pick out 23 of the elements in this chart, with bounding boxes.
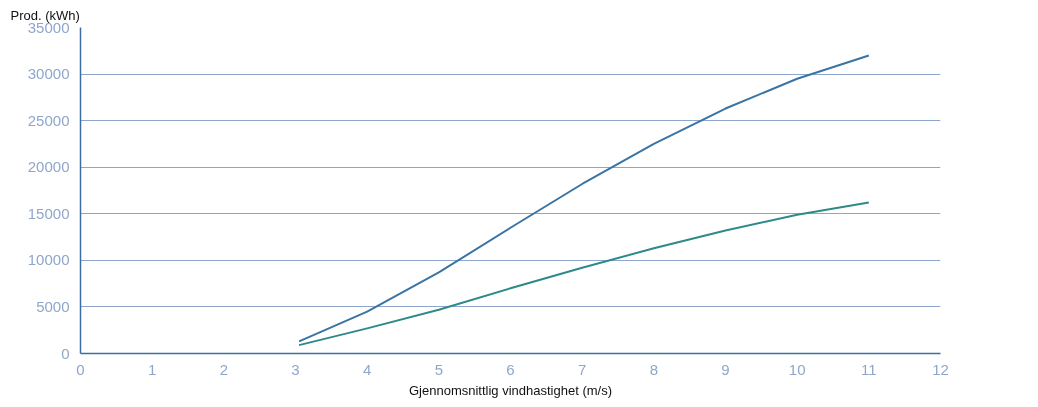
y-tick-label: 30000 <box>27 65 70 83</box>
x-tick-label: 5 <box>434 360 444 378</box>
x-axis-title: Gjennomsnittlig vindhastighet (m/s) <box>408 382 613 398</box>
line-series <box>298 54 870 343</box>
x-tick-label: 0 <box>76 360 85 378</box>
x-tick-label: 8 <box>649 360 659 378</box>
y-tick-label: 5000 <box>36 297 70 315</box>
x-tick-label: 11 <box>861 360 877 378</box>
x-tick-label: 4 <box>363 360 372 378</box>
y-tick-label: 20000 <box>27 158 70 176</box>
x-tick-label: 1 <box>148 360 157 378</box>
line-series <box>298 201 870 347</box>
x-tick-label: 3 <box>291 360 300 378</box>
x-tick-label: 12 <box>932 360 949 378</box>
x-tick-label: 2 <box>219 360 229 378</box>
x-tick-label: 10 <box>788 360 806 378</box>
x-tick-label: 9 <box>721 360 730 378</box>
y-tick-label: 10000 <box>27 251 70 269</box>
x-tick-label: 6 <box>506 360 515 378</box>
x-tick-label: 7 <box>578 360 587 378</box>
y-tick-label: 0 <box>61 344 70 362</box>
y-tick-label: 25000 <box>27 111 70 129</box>
y-tick-label: 15000 <box>27 204 70 222</box>
